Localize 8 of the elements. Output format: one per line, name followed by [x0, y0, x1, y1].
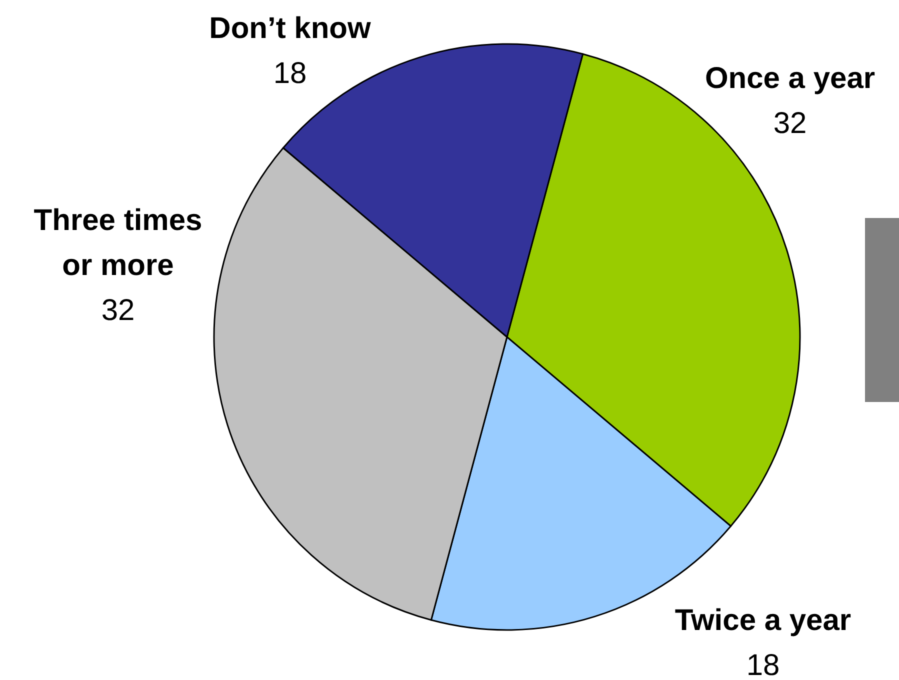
slice-label: Twice a year [674, 604, 852, 637]
data-label: 18 [746, 649, 780, 680]
slice-label: Three times or more [34, 204, 202, 282]
data-label: 32 [773, 107, 807, 140]
data-label: 32 [101, 294, 135, 327]
data-label: 18 [273, 57, 307, 90]
slice-label: Once a year [704, 62, 876, 95]
slice-label: Don’t know [209, 12, 372, 45]
